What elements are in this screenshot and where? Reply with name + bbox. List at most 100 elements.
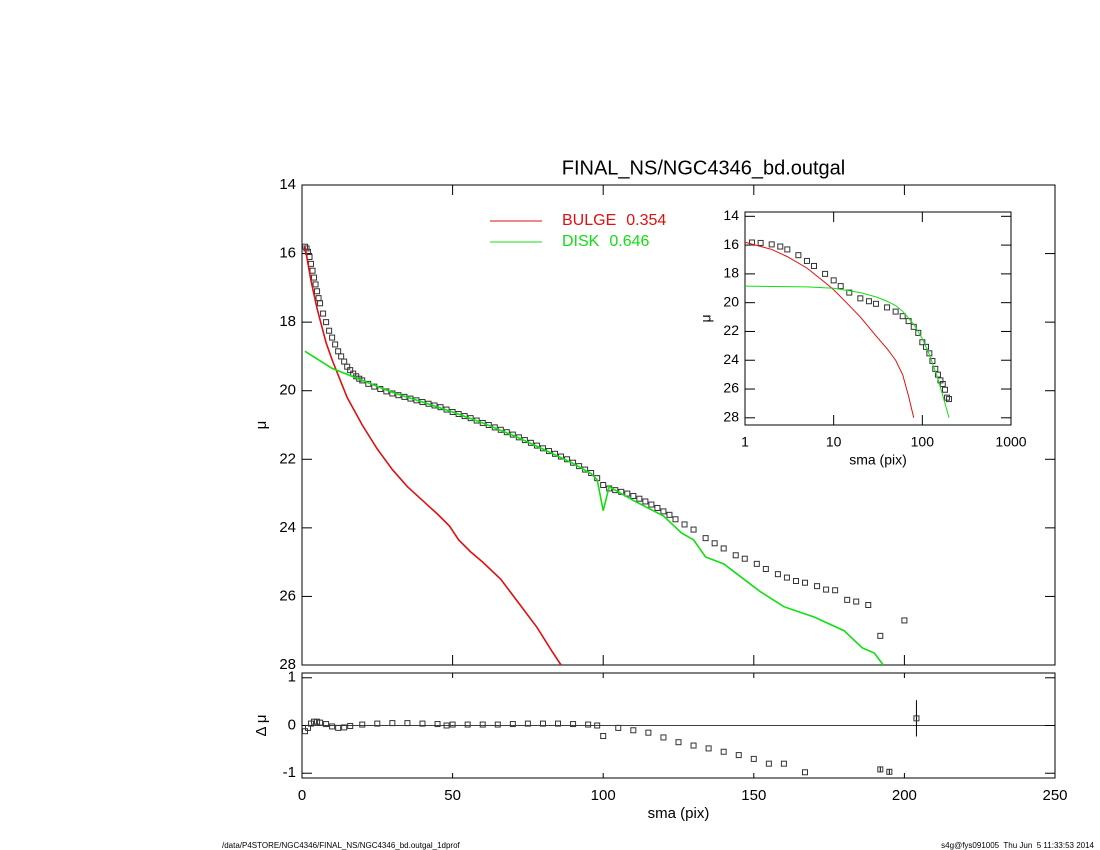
data-point xyxy=(877,632,884,639)
data-point xyxy=(524,720,531,727)
data-point xyxy=(846,289,853,296)
data-point xyxy=(810,262,817,269)
data-point xyxy=(886,768,893,775)
data-point xyxy=(539,720,546,727)
model-line xyxy=(304,246,562,666)
data-point xyxy=(311,274,318,281)
data-point xyxy=(944,394,951,401)
data-point xyxy=(741,555,748,562)
x-tick-label: 0 xyxy=(298,787,306,804)
y-axis-label: μ xyxy=(698,314,714,322)
data-point xyxy=(877,766,884,773)
data-point xyxy=(750,755,757,762)
data-point xyxy=(624,490,631,497)
data-point xyxy=(753,560,760,567)
y-tick-label: 20 xyxy=(279,382,296,399)
x-tick-label: 100 xyxy=(911,434,935,450)
x-tick-label: 10 xyxy=(826,434,842,450)
data-point xyxy=(323,721,330,728)
data-point xyxy=(654,504,661,511)
data-point xyxy=(312,281,319,288)
data-point xyxy=(802,769,809,776)
x-axis-label: sma (pix) xyxy=(648,805,710,822)
data-point xyxy=(464,721,471,728)
data-point xyxy=(757,239,764,246)
data-point xyxy=(320,310,327,317)
data-point xyxy=(872,300,879,307)
data-point xyxy=(941,386,948,393)
x-tick-label: 250 xyxy=(1042,787,1067,804)
data-point xyxy=(308,720,315,727)
data-point xyxy=(335,348,342,355)
data-point xyxy=(570,721,577,728)
data-point xyxy=(555,720,562,727)
data-point xyxy=(314,718,321,725)
footer-left: /data/P4STORE/NGC4346/FINAL_NS/NGC4346_b… xyxy=(222,841,461,850)
data-point xyxy=(389,720,396,727)
data-point xyxy=(892,308,899,315)
y-tick-label: 20 xyxy=(723,293,739,309)
legend-entry: BULGE 0.354 xyxy=(562,212,666,229)
data-point xyxy=(612,487,619,494)
data-point xyxy=(802,579,809,586)
y-tick-label: 14 xyxy=(723,207,739,223)
legend-entry: DISK 0.646 xyxy=(562,233,649,250)
data-point xyxy=(814,583,821,590)
x-tick-label: 200 xyxy=(892,787,917,804)
data-point xyxy=(326,327,333,334)
y-tick-label: 24 xyxy=(279,519,296,536)
y-tick-label: 22 xyxy=(279,450,296,467)
data-point xyxy=(899,313,906,320)
y-tick-label: 22 xyxy=(723,322,739,338)
data-point xyxy=(329,723,336,730)
data-point xyxy=(690,526,697,533)
data-point xyxy=(923,343,930,350)
x-tick-label: 50 xyxy=(444,787,461,804)
x-axis-label: sma (pix) xyxy=(849,452,907,468)
x-tick-label: 1 xyxy=(741,434,749,450)
data-point xyxy=(359,721,366,728)
data-point xyxy=(314,288,321,295)
data-point xyxy=(857,295,864,302)
data-point xyxy=(690,742,697,749)
panel: 14 16 18 20 22 24 26 281 10 100 1000 sma (pix) μ xyxy=(698,207,1027,468)
data-point xyxy=(783,574,790,581)
x-tick-label: 150 xyxy=(741,787,766,804)
data-point xyxy=(308,260,315,267)
plot-frame xyxy=(301,184,1056,666)
data-point xyxy=(905,318,912,325)
y-axis-label: Δ μ xyxy=(253,714,270,736)
data-point xyxy=(774,571,781,578)
y-tick-label: 24 xyxy=(723,351,739,367)
y-tick-label: 16 xyxy=(279,245,296,262)
data-point xyxy=(311,718,318,725)
data-point xyxy=(479,419,486,426)
data-point xyxy=(792,578,799,584)
data-point xyxy=(344,363,351,370)
legend-name: DISK xyxy=(562,233,600,250)
data-point xyxy=(494,721,501,728)
y-tick-label: 26 xyxy=(723,380,739,396)
data-point xyxy=(479,721,486,728)
plot-frame xyxy=(744,211,1012,426)
data-point xyxy=(309,267,316,274)
y-tick-label: 26 xyxy=(279,587,296,604)
y-tick-label: 0 xyxy=(288,716,296,733)
data-point xyxy=(837,283,844,290)
data-point xyxy=(795,252,802,259)
data-point xyxy=(335,724,342,731)
data-point xyxy=(946,396,953,403)
data-point xyxy=(317,719,324,726)
data-point xyxy=(329,334,336,341)
footer-right: s4g@fys091005 Thu Jun 5 11:33:53 2014 xyxy=(941,841,1094,850)
data-point xyxy=(672,516,679,523)
legend-fraction: 0.646 xyxy=(609,233,649,250)
data-point xyxy=(645,729,652,736)
data-point xyxy=(666,511,673,518)
data-point xyxy=(913,715,920,722)
model-line xyxy=(744,241,915,418)
data-point xyxy=(509,721,516,728)
data-point xyxy=(720,545,727,552)
y-tick-label: 28 xyxy=(723,409,739,425)
data-point xyxy=(419,720,426,727)
